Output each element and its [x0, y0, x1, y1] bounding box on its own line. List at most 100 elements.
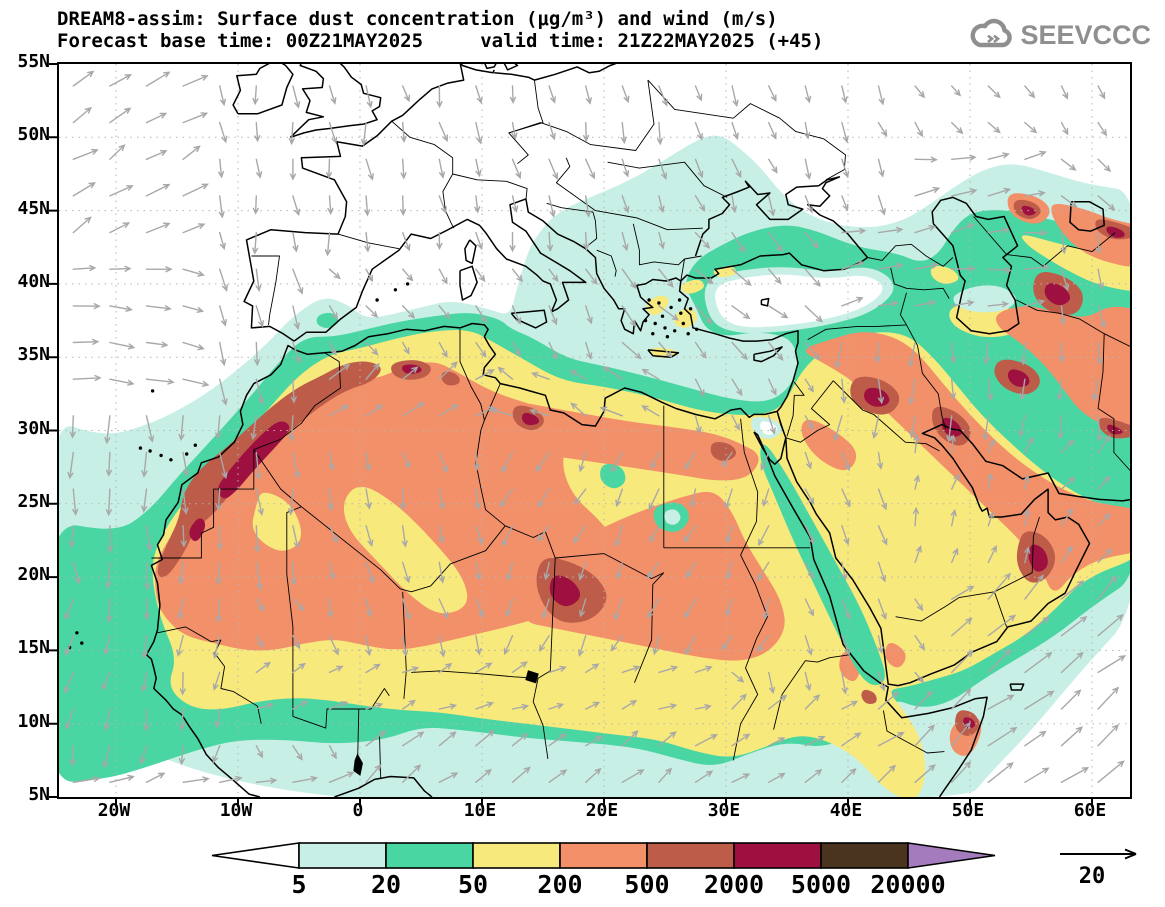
dust-region-mauritania-yellow-inlier	[252, 492, 302, 551]
y-axis-label-30N: 30N	[17, 417, 50, 439]
island-dot-7	[677, 298, 682, 302]
island-dot-14	[679, 311, 683, 315]
country-border-32	[253, 449, 302, 717]
country-border-26	[634, 572, 665, 683]
coastline-24	[760, 297, 770, 307]
country-border-31	[151, 449, 255, 559]
wind-reference-value: 20	[1079, 864, 1106, 889]
y-axis-label-5N: 5N	[28, 784, 50, 805]
island-dot-3	[673, 329, 677, 333]
country-border-15	[890, 267, 950, 299]
country-border-29	[483, 383, 501, 421]
island-dot-28	[375, 298, 379, 302]
coastline-1	[293, 198, 868, 342]
country-border-0	[251, 255, 280, 325]
country-border-40	[292, 688, 390, 729]
y-axis-label-20N: 20N	[17, 564, 50, 586]
island-dot-22	[150, 389, 155, 393]
island-dot-1	[653, 321, 657, 326]
colorbar: 5 20 50 200 500 2000 5000 20000	[211, 842, 996, 899]
dust-region-yemen-salmon	[885, 642, 906, 668]
coastline-13	[931, 196, 1020, 335]
cbar-arrow-right	[907, 842, 996, 869]
dust-region-kuwait-maroon	[941, 417, 962, 437]
y-axis-label-45N: 45N	[17, 197, 50, 219]
cbar-seg-200-500	[559, 842, 648, 869]
coastline-5	[289, 64, 325, 138]
cbar-label-500: 500	[624, 870, 669, 899]
island-dot-16	[148, 449, 152, 453]
coastline-22	[647, 349, 680, 358]
country-border-6	[508, 80, 655, 151]
island-dot-17	[159, 453, 163, 458]
y-axis-label-55N: 55N	[17, 51, 50, 72]
dust-region-morocco-sienna-band	[157, 361, 381, 578]
coastline-14	[1069, 201, 1105, 232]
country-border-9	[596, 249, 617, 277]
map-area	[49, 62, 1132, 807]
country-border-35	[537, 557, 556, 679]
country-border-42	[379, 735, 382, 778]
cloud-icon	[971, 18, 1013, 48]
wind-arrows	[64, 70, 1127, 784]
island-dot-26	[393, 288, 398, 292]
country-border-36	[411, 670, 539, 679]
dust-region-djibouti-sienna	[861, 689, 877, 704]
island-dot-11	[695, 327, 699, 331]
cbar-seg-500-2000	[646, 842, 735, 869]
cbar-label-20000: 20000	[870, 870, 945, 899]
country-border-4	[452, 173, 528, 201]
cbar-label-20: 20	[371, 870, 401, 899]
country-border-48	[732, 418, 768, 761]
country-border-23	[994, 516, 1040, 593]
dust-region-aegean-yellow-4	[681, 279, 705, 294]
cbar-label-200: 200	[537, 870, 582, 899]
coastline-21	[510, 309, 548, 329]
coastline-9	[494, 64, 617, 81]
country-border-30	[253, 352, 341, 451]
dust-region-tibesti-maroon	[549, 575, 581, 607]
border-layer	[151, 79, 1130, 778]
chart-title: DREAM8-assim: Surface dust concentration…	[57, 8, 778, 30]
island-dot-15	[688, 307, 693, 311]
dust-region-nwsudan-green-inlier	[600, 464, 626, 489]
coastline-4	[290, 64, 382, 139]
x-axis-label-50E: 50E	[951, 800, 985, 821]
country-border-46	[1016, 299, 1130, 347]
country-border-13	[680, 258, 685, 282]
island-dot-13	[651, 332, 655, 336]
x-axis-label-20E: 20E	[585, 800, 619, 821]
dust-region-uzbek-yellow	[1021, 235, 1130, 291]
wind-reference: 20	[1060, 848, 1137, 889]
map-svg	[49, 63, 1130, 807]
dust-region-green-se-spain	[316, 312, 339, 328]
x-axis-label-0: 0	[352, 800, 364, 821]
cbar-label-50: 50	[458, 870, 488, 899]
coastline-2	[145, 280, 799, 797]
dust-region-segypt-cyan-inlier	[664, 509, 681, 525]
coastline-23	[1009, 683, 1025, 691]
coastline-8	[460, 64, 495, 74]
coastline-16	[753, 411, 787, 465]
y-axis-label-25N: 25N	[17, 490, 50, 512]
dust-region-algeria-yellow-band	[343, 486, 468, 614]
country-border-22	[895, 591, 1008, 628]
coastline-19	[464, 239, 477, 265]
cbar-label-2000: 2000	[704, 870, 764, 899]
chart-subtitle: Forecast base time: 00Z21MAY2025 valid t…	[57, 30, 824, 52]
island-dot-19	[185, 452, 189, 456]
island-dot-18	[169, 458, 173, 462]
country-border-5	[508, 80, 544, 165]
coastline-20	[459, 265, 478, 301]
dust-region-iran-east-salmon	[996, 306, 1130, 430]
coastline-18	[753, 346, 783, 363]
dust-region-oman-maroon	[1028, 544, 1048, 572]
dust-region-atlas-sienna-2	[441, 371, 460, 386]
coastline-10	[484, 64, 497, 70]
country-border-39	[220, 666, 262, 724]
country-border-47	[1097, 333, 1130, 472]
island-dot-27	[405, 282, 410, 286]
country-border-10	[546, 202, 598, 248]
dust-region-negypt-salmon	[480, 397, 759, 481]
